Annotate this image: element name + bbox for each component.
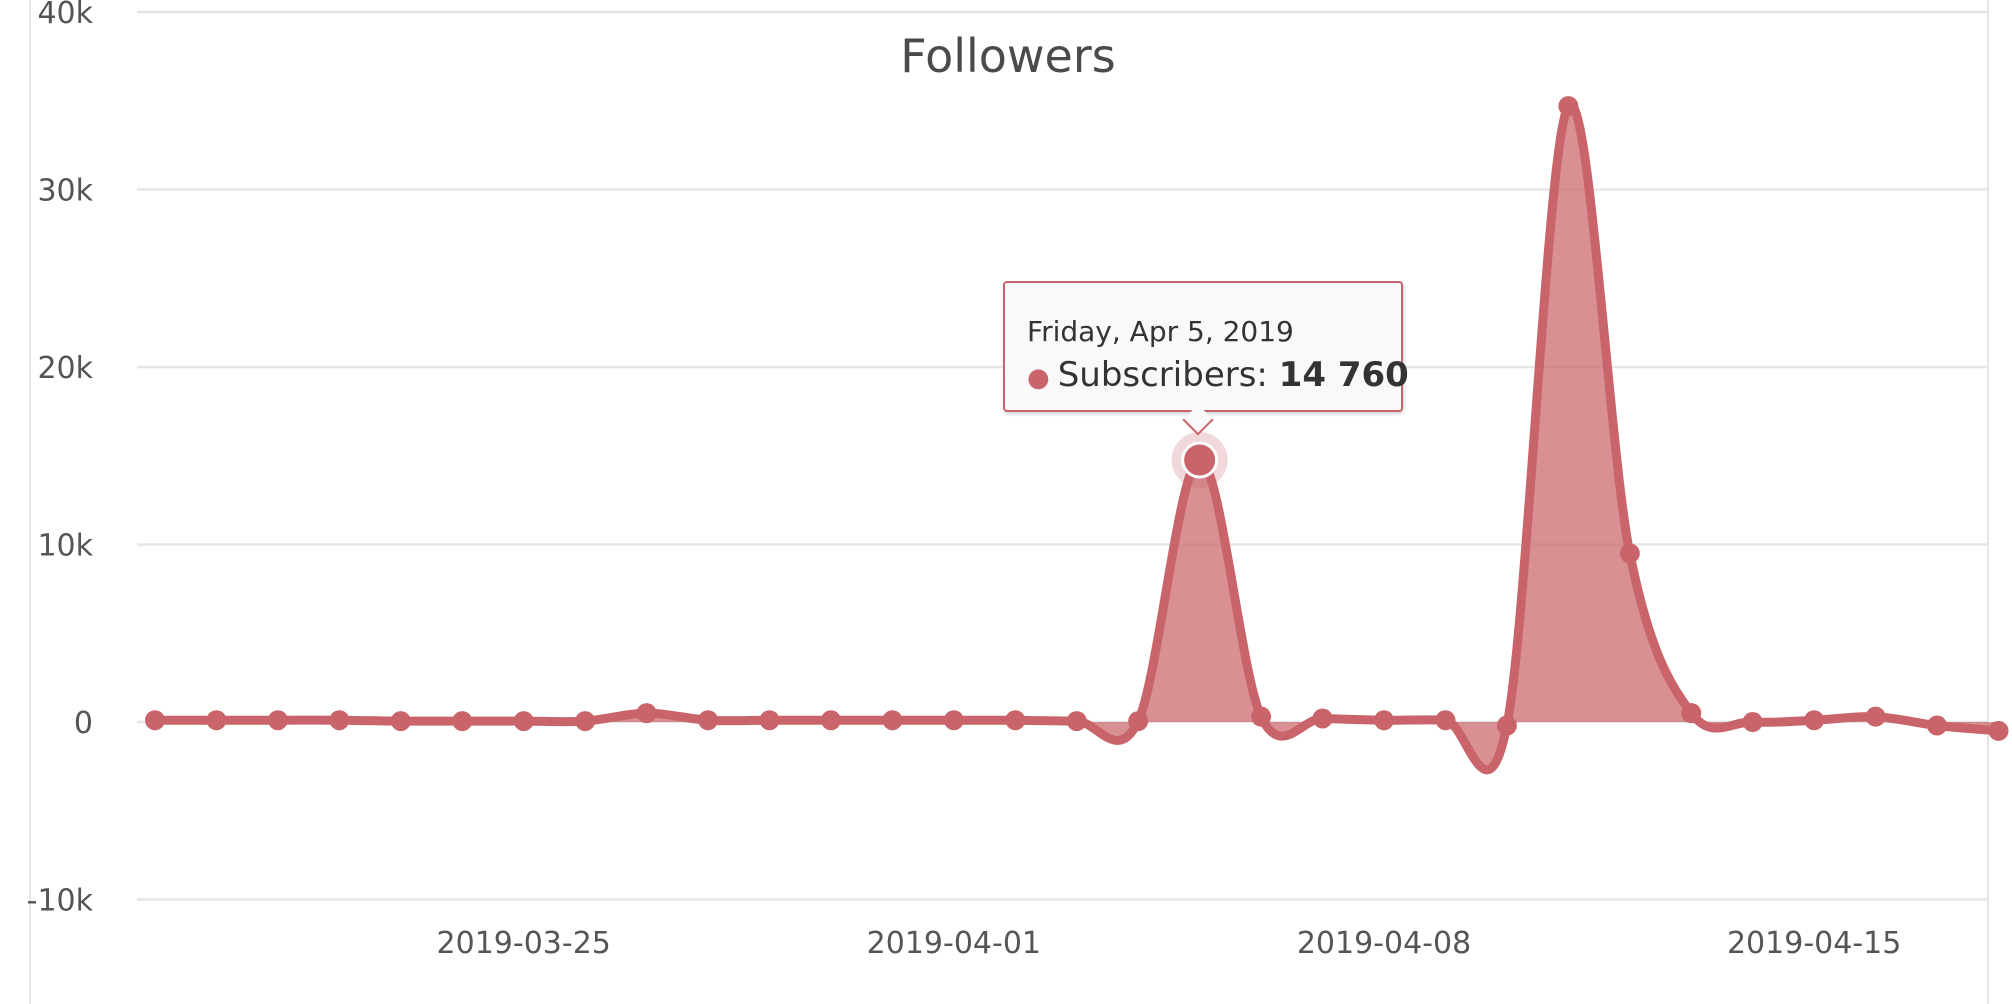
data-point xyxy=(1066,711,1087,732)
series-area xyxy=(155,104,1999,770)
data-point xyxy=(1927,715,1948,736)
tooltip-date: Friday, Apr 5, 2019 xyxy=(1027,315,1294,348)
series-line xyxy=(150,100,2003,775)
data-point-highlighted xyxy=(1181,441,1219,479)
data-point xyxy=(1312,708,1333,729)
data-point xyxy=(1865,706,1886,727)
data-point xyxy=(206,710,227,731)
chart-title: Followers xyxy=(900,29,1115,83)
data-point xyxy=(452,711,473,732)
y-tick-label: 0 xyxy=(74,706,93,741)
x-tick-label: 2019-03-25 xyxy=(437,926,611,961)
tooltip-row: ● Subscribers: 14 760 xyxy=(1027,355,1409,395)
data-point xyxy=(1619,543,1640,564)
data-point xyxy=(1374,710,1394,731)
data-point xyxy=(1128,711,1149,732)
tooltip-series-label: Subscribers: xyxy=(1057,355,1268,395)
y-axis-ticks: -10k 0 10k 20k 30k 40k xyxy=(27,0,94,919)
plot-right-border xyxy=(1987,0,1989,1004)
data-point xyxy=(759,710,780,731)
data-point xyxy=(820,710,841,731)
grid-lines xyxy=(137,10,1987,901)
data-tooltip: Friday, Apr 5, 2019 ● Subscribers: 14 760 xyxy=(1003,281,1409,412)
y-tick-label: 30k xyxy=(37,174,93,209)
data-point xyxy=(1496,715,1517,736)
data-point xyxy=(390,711,411,732)
x-tick-label: 2019-04-08 xyxy=(1297,926,1471,961)
data-point xyxy=(145,710,165,731)
y-tick-label: 10k xyxy=(37,529,93,564)
x-tick-label: 2019-04-01 xyxy=(867,926,1041,961)
y-tick-label: 20k xyxy=(37,351,93,386)
data-point xyxy=(698,710,719,731)
data-point xyxy=(1435,710,1456,731)
data-point xyxy=(1558,96,1579,117)
x-axis-ticks: 2019-03-25 2019-04-01 2019-04-08 2019-04-15 xyxy=(437,926,1902,961)
y-tick-label: 40k xyxy=(37,0,93,31)
data-point xyxy=(1681,703,1702,724)
data-point xyxy=(1988,720,2009,741)
data-point xyxy=(882,710,903,731)
series-dot-icon: ● xyxy=(1027,363,1050,393)
data-point xyxy=(267,710,288,731)
data-point xyxy=(575,711,596,732)
data-point xyxy=(1742,712,1763,732)
data-point xyxy=(1005,710,1026,731)
x-tick-label: 2019-04-15 xyxy=(1727,926,1901,961)
data-point xyxy=(1804,710,1825,731)
data-point xyxy=(513,711,534,732)
data-point xyxy=(329,710,350,731)
series-subscribers xyxy=(145,96,2009,775)
data-point xyxy=(1251,706,1272,727)
y-tick-label: -10k xyxy=(27,884,94,919)
data-point xyxy=(943,710,964,731)
data-point xyxy=(636,703,657,724)
tooltip-value: 14 760 xyxy=(1278,355,1409,395)
plot-left-border xyxy=(29,0,31,1004)
